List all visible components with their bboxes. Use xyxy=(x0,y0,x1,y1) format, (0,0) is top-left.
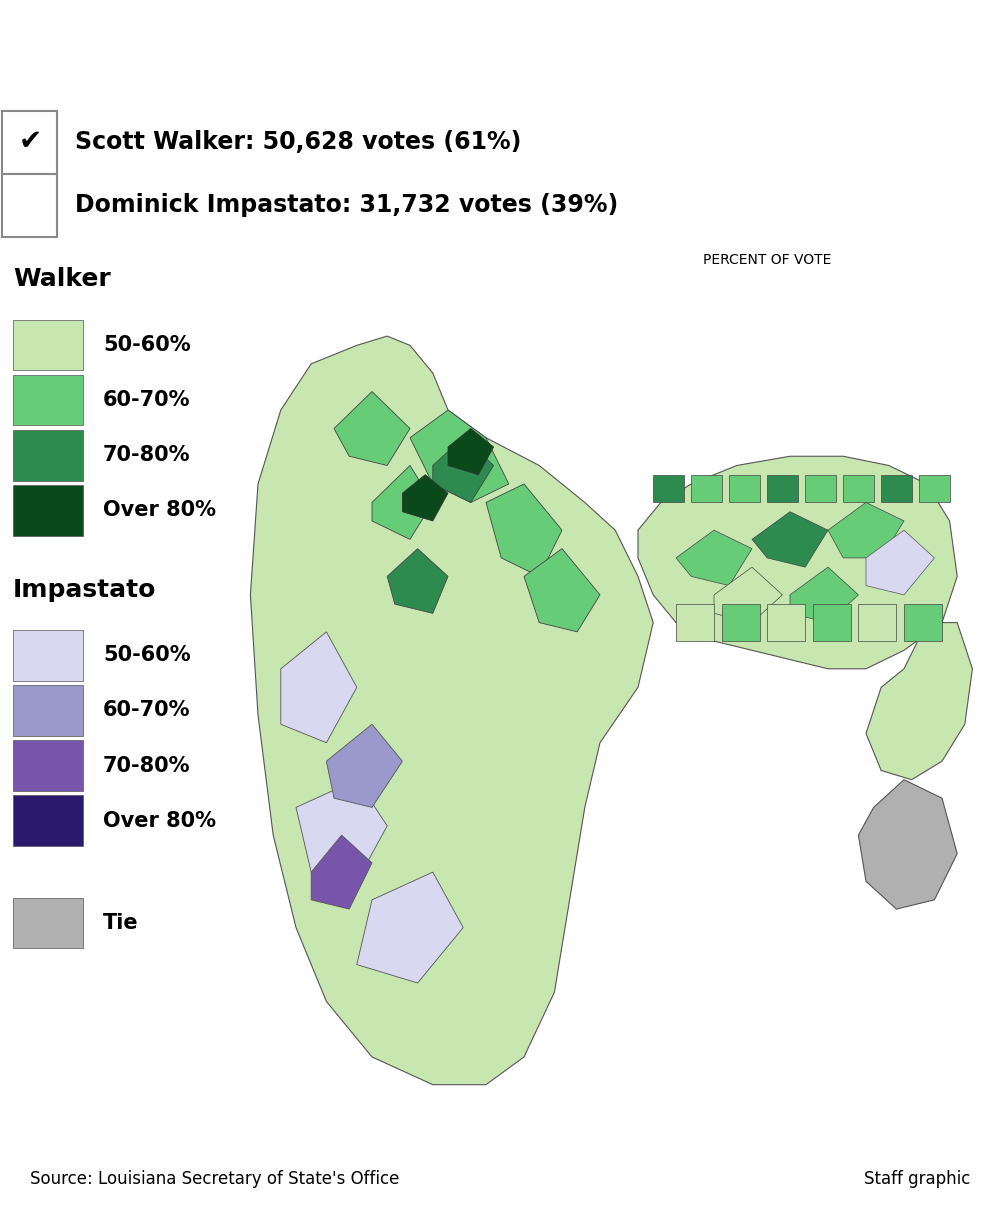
Bar xyxy=(13,430,83,480)
Text: 70-80%: 70-80% xyxy=(103,755,190,776)
Bar xyxy=(13,897,83,948)
Polygon shape xyxy=(372,466,433,540)
Bar xyxy=(805,474,836,502)
Text: 50-60%: 50-60% xyxy=(103,646,191,665)
Bar xyxy=(13,685,83,736)
Text: DIVISION B AT-LARGE: DIVISION B AT-LARGE xyxy=(318,19,682,47)
Bar xyxy=(13,795,83,846)
Bar xyxy=(858,604,896,641)
Polygon shape xyxy=(714,567,782,623)
Polygon shape xyxy=(402,474,448,520)
Bar xyxy=(13,630,83,681)
Text: Over 80%: Over 80% xyxy=(103,811,216,831)
Text: Tie: Tie xyxy=(103,913,139,933)
Polygon shape xyxy=(296,779,387,882)
Bar xyxy=(881,474,912,502)
Bar xyxy=(843,474,874,502)
Polygon shape xyxy=(866,623,972,779)
Bar xyxy=(13,485,83,536)
Text: Scott Walker: 50,628 votes (61%): Scott Walker: 50,628 votes (61%) xyxy=(75,130,521,153)
Polygon shape xyxy=(638,456,957,669)
Polygon shape xyxy=(387,548,448,613)
Polygon shape xyxy=(524,548,600,632)
Polygon shape xyxy=(334,392,410,466)
Bar xyxy=(722,604,760,641)
Polygon shape xyxy=(433,438,494,502)
Bar xyxy=(13,375,83,426)
Polygon shape xyxy=(250,336,653,1085)
Bar xyxy=(13,741,83,790)
Polygon shape xyxy=(676,530,752,586)
Bar xyxy=(767,604,805,641)
Text: Source: Louisiana Secretary of State's Office: Source: Louisiana Secretary of State's O… xyxy=(30,1170,399,1188)
Text: 70-80%: 70-80% xyxy=(103,445,190,466)
Text: PERCENT OF VOTE: PERCENT OF VOTE xyxy=(703,253,831,268)
Text: Walker: Walker xyxy=(13,268,111,292)
Polygon shape xyxy=(828,502,904,558)
Polygon shape xyxy=(858,779,957,910)
Polygon shape xyxy=(326,725,402,807)
Polygon shape xyxy=(410,410,509,502)
Text: Dominick Impastato: 31,732 votes (39%): Dominick Impastato: 31,732 votes (39%) xyxy=(75,193,618,216)
Text: Over 80%: Over 80% xyxy=(103,501,216,520)
Polygon shape xyxy=(357,872,463,983)
Polygon shape xyxy=(866,530,934,595)
Text: 50-60%: 50-60% xyxy=(103,334,191,355)
Bar xyxy=(2,174,57,237)
Text: Impastato: Impastato xyxy=(13,578,156,602)
Bar xyxy=(919,474,950,502)
Text: 60-70%: 60-70% xyxy=(103,700,190,720)
Bar xyxy=(2,111,57,174)
Bar xyxy=(676,604,714,641)
Bar xyxy=(653,474,684,502)
Polygon shape xyxy=(752,512,828,567)
Polygon shape xyxy=(311,835,372,910)
Bar xyxy=(904,604,942,641)
Text: 60-70%: 60-70% xyxy=(103,390,190,410)
Polygon shape xyxy=(281,632,357,743)
Bar xyxy=(729,474,760,502)
Polygon shape xyxy=(790,567,858,623)
Bar xyxy=(13,320,83,370)
Text: Staff graphic: Staff graphic xyxy=(864,1170,970,1188)
Bar xyxy=(691,474,722,502)
Bar xyxy=(813,604,851,641)
Bar xyxy=(767,474,798,502)
Polygon shape xyxy=(486,484,562,576)
Polygon shape xyxy=(448,428,494,474)
Text: ✔: ✔ xyxy=(18,128,42,156)
